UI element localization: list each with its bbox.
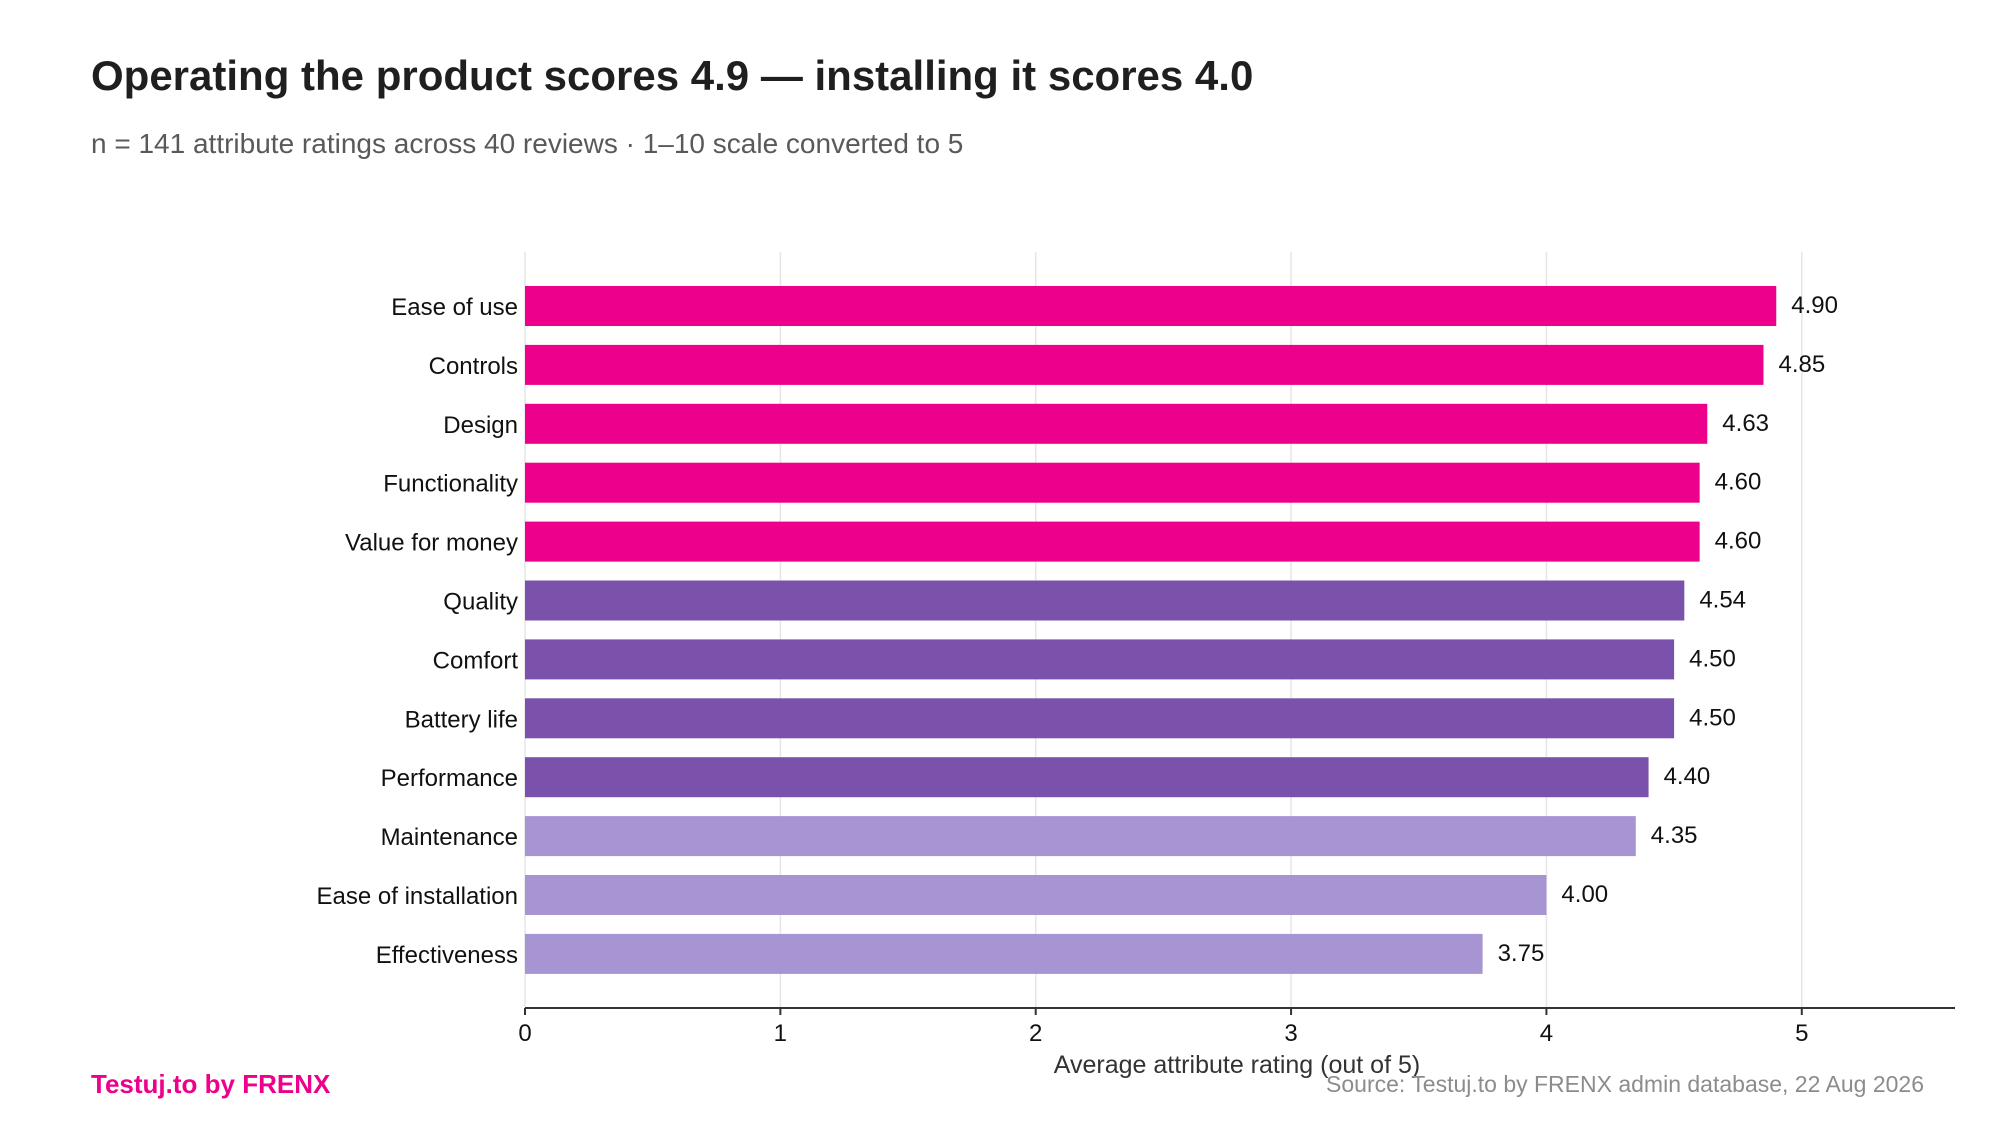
category-label: Design (443, 412, 518, 439)
category-label: Value for money (345, 530, 518, 557)
bar (525, 875, 1547, 915)
source-note: Source: Testuj.to by FRENX admin databas… (1326, 1071, 1924, 1097)
bar (525, 462, 1700, 503)
bar (525, 521, 1700, 562)
value-label: 4.60 (1715, 528, 1762, 555)
brand-name: Testuj.to by FRENX (91, 1069, 331, 1099)
value-label: 4.54 (1699, 587, 1746, 614)
value-label: 4.50 (1689, 645, 1736, 672)
category-label: Functionality (383, 471, 518, 498)
category-label: Controls (429, 353, 518, 380)
bar (525, 344, 1764, 385)
bar (525, 757, 1649, 798)
category-label: Battery life (405, 706, 518, 733)
bar (525, 286, 1777, 326)
x-tick-label: 5 (1795, 1020, 1808, 1047)
bar (525, 933, 1483, 974)
category-label: Performance (381, 765, 518, 792)
chart-subtitle: n = 141 attribute ratings across 40 revi… (91, 128, 964, 159)
value-label: 4.00 (1561, 881, 1608, 908)
value-label: 4.60 (1715, 469, 1762, 496)
category-label: Ease of installation (317, 883, 518, 910)
bar (525, 403, 1708, 444)
x-axis-label: Average attribute rating (out of 5) (1054, 1051, 1420, 1079)
category-label: Quality (443, 589, 518, 616)
bar (525, 580, 1685, 621)
value-label: 4.50 (1689, 704, 1736, 731)
category-label: Comfort (433, 647, 519, 674)
bar (525, 698, 1675, 739)
x-tick-label: 2 (1029, 1020, 1042, 1047)
category-label: Effectiveness (376, 942, 518, 969)
value-label: 4.90 (1791, 292, 1838, 319)
x-tick-label: 1 (774, 1020, 787, 1047)
chart-title: Operating the product scores 4.9 — insta… (91, 52, 1254, 99)
value-label: 4.35 (1651, 822, 1698, 849)
x-tick-label: 4 (1540, 1020, 1553, 1047)
x-tick-label: 3 (1284, 1020, 1297, 1047)
value-label: 4.63 (1722, 410, 1769, 437)
bar (525, 639, 1675, 680)
category-label: Ease of use (391, 294, 518, 321)
value-label: 4.85 (1778, 351, 1825, 378)
value-label: 3.75 (1498, 940, 1545, 967)
value-label: 4.40 (1664, 763, 1711, 790)
category-label: Maintenance (381, 824, 518, 851)
bar (525, 816, 1636, 857)
x-tick-label: 0 (518, 1020, 531, 1047)
